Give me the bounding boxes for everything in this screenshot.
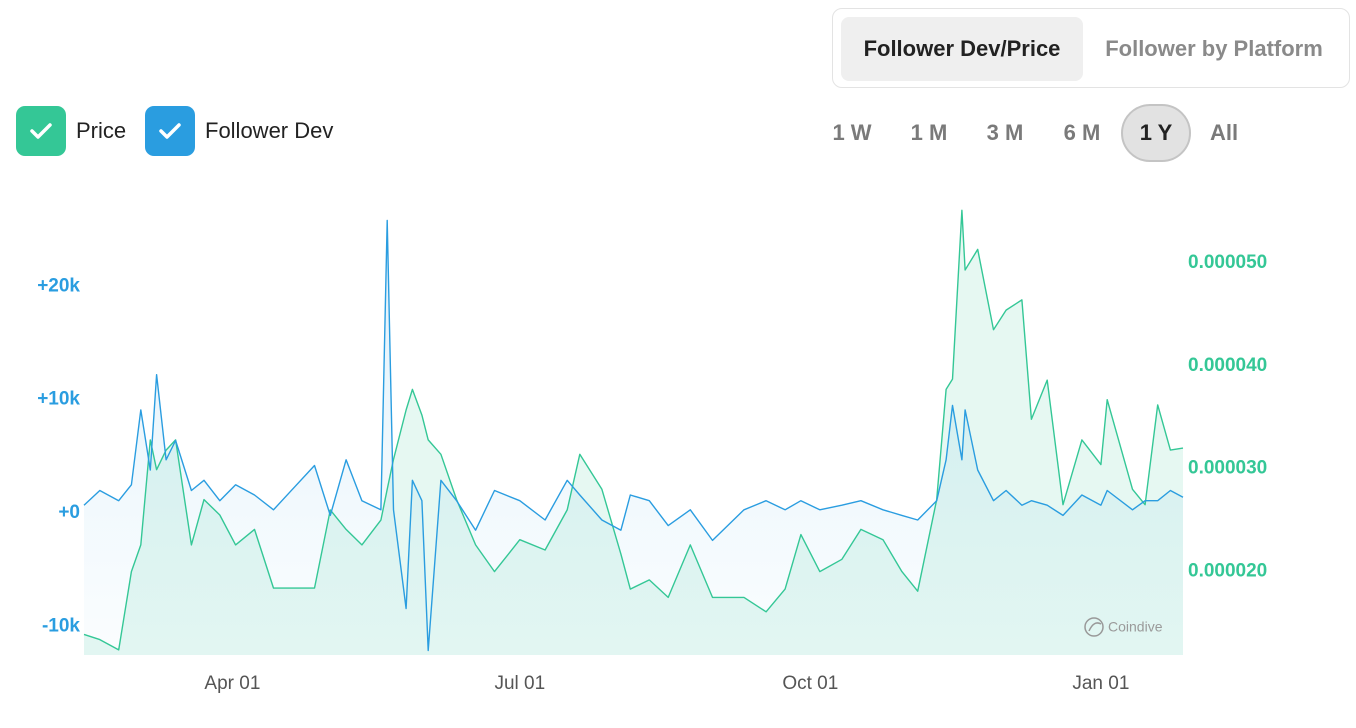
tab[interactable]: Follower Dev/Price (841, 17, 1083, 81)
y2-tick-label: 0.000030 (1188, 458, 1267, 479)
legend-label: Price (76, 118, 127, 143)
area (84, 220, 1183, 655)
checkbox[interactable] (145, 106, 195, 156)
legend-label: Follower Dev (205, 118, 334, 143)
y-tick-label: +20k (37, 275, 80, 296)
range-button[interactable]: 6 M (1063, 120, 1101, 145)
y-tick-label: -10k (42, 616, 80, 637)
check-icon (159, 123, 181, 139)
y2-tick-label: 0.000050 (1188, 252, 1267, 273)
chart: Coindive Apr 01 Jul 01 Oct 01 Jan 01 -10k +0 +… (37, 209, 1267, 694)
x-tick-label: Oct 01 (782, 673, 838, 694)
range-button[interactable]: 1 Y (1121, 104, 1191, 162)
line (83, 219, 1184, 652)
y2-tick-label: 0.000020 (1188, 561, 1267, 582)
watermark: Coindive (1084, 617, 1163, 637)
y-tick-label: +0 (58, 502, 80, 523)
range-button[interactable]: 1 W (832, 120, 872, 145)
tab[interactable]: Follower by Platform (1105, 36, 1323, 61)
x-tick-label: Jan 01 (1072, 673, 1129, 694)
checkbox[interactable] (16, 106, 66, 156)
y-tick-label: +10k (37, 389, 80, 410)
tab-bar: Follower Dev/Price Follower by Platform (832, 8, 1350, 88)
check-icon (30, 123, 52, 139)
line (83, 209, 1184, 651)
x-tick-label: Apr 01 (204, 673, 260, 694)
range-button[interactable]: All (1209, 120, 1239, 145)
y2-tick-label: 0.000040 (1188, 355, 1267, 376)
legend-item[interactable]: Price (16, 106, 126, 156)
x-tick-label: Jul 01 (494, 673, 545, 694)
range-button[interactable]: 3 M (986, 120, 1024, 145)
legend-item[interactable]: Follower Dev (145, 106, 333, 156)
range-button[interactable]: 1 M (910, 120, 948, 145)
watermark-text: Coindive (1108, 619, 1163, 635)
